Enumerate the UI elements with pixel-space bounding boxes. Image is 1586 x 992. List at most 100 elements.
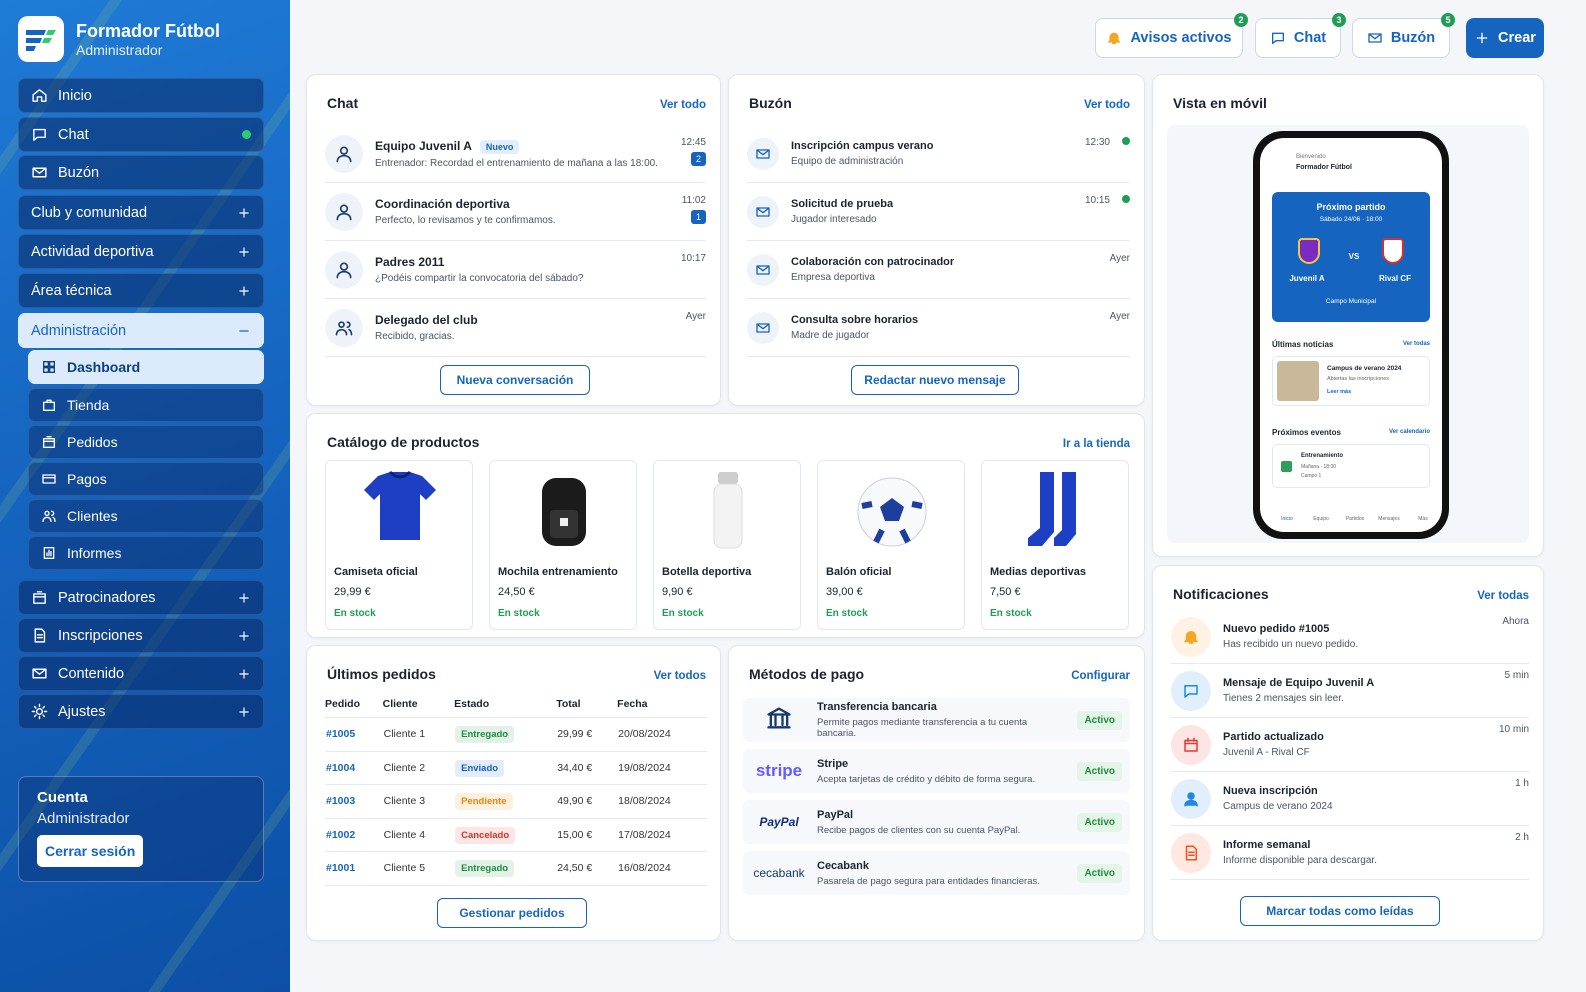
icon <box>756 264 770 275</box>
nav-item[interactable]: Ajustes <box>18 694 264 729</box>
order-row[interactable]: #1004 Cliente 2 Enviado 34,40 €19/08/2024 <box>325 751 707 785</box>
product-card[interactable]: Botella deportiva 9,90 € En stock <box>653 460 801 630</box>
news-link: Ver todas <box>1402 341 1430 347</box>
column-header: Fecha <box>617 698 707 718</box>
card-title: Vista en móvil <box>1173 95 1267 111</box>
inbox-subject: Colaboración con patrocinador <box>791 256 955 268</box>
chat-text: Padres 2011 ¿Podéis compartir la convocat… <box>375 255 669 284</box>
product-card[interactable]: Medias deportivas 7,50 € En stock <box>981 460 1129 630</box>
nav-item[interactable]: Administración <box>18 313 264 348</box>
inbox-item[interactable]: Solicitud de prueba Jugador interesado 10:… <box>747 183 1130 241</box>
chat-time: Ayer <box>685 311 706 322</box>
card-link[interactable]: Ver todas <box>1477 590 1529 602</box>
mark-read-button[interactable]: Marcar todas como leídas <box>1240 896 1440 926</box>
product-image <box>364 470 436 540</box>
chat-item[interactable]: Delegado del club Recibido, gracias. Ayer <box>325 299 706 357</box>
product-stock: En stock <box>334 608 376 619</box>
card-link[interactable]: Ver todo <box>1083 99 1130 111</box>
card-link[interactable]: Configurar <box>1071 670 1130 682</box>
notification[interactable]: Nueva inscripción Campus de verano 2024 1 … <box>1171 772 1529 826</box>
inbox-text: Consulta sobre horarios Madre de jugador <box>791 314 1098 341</box>
compose-button[interactable]: Redactar nuevo mensaje <box>851 365 1019 395</box>
nav-label: Contenido <box>58 665 125 682</box>
payment-method[interactable]: cecabank Cecabank Pasarela de pago segura … <box>743 851 1130 895</box>
icon <box>42 510 56 522</box>
notification[interactable]: Informe semanal Informe disponible para d… <box>1171 826 1529 880</box>
nav-subitem[interactable]: Clientes <box>28 499 264 533</box>
inbox-item[interactable]: Consulta sobre horarios Madre de jugador A… <box>747 299 1130 357</box>
chat-preview: Entrenador: Recordad el entrenamiento de… <box>375 157 658 169</box>
notification[interactable]: Mensaje de Equipo Juvenil A Tienes 2 mens… <box>1171 664 1529 718</box>
icon <box>1271 32 1284 44</box>
nav-item[interactable]: Actividad deportiva <box>18 234 264 269</box>
nav-item[interactable]: Contenido <box>18 656 264 691</box>
nav-item[interactable]: Inicio <box>18 78 264 113</box>
nav-item[interactable]: Club y comunidad <box>18 195 264 230</box>
card-link[interactable]: Ver todo <box>659 99 706 111</box>
payment-name: Cecabank <box>817 859 869 872</box>
nav-subitem[interactable]: Dashboard <box>28 350 264 384</box>
inbox-item[interactable]: Inscripción campus verano Equipo de admin… <box>747 125 1130 183</box>
order-row[interactable]: #1001 Cliente 5 Entregado 24,50 €16/08/2024 <box>325 851 707 886</box>
nav-subitem[interactable]: Informes <box>28 536 264 570</box>
nav-item[interactable]: Patrocinadores <box>18 580 264 615</box>
top-button[interactable]: Avisos activos 2 <box>1095 13 1248 58</box>
top-button[interactable]: Chat 3 <box>1255 13 1346 58</box>
notification-title: Nuevo pedido #1005 <box>1223 623 1330 635</box>
notification[interactable]: Partido actualizado Juvenil A - Rival CF 1… <box>1171 718 1529 772</box>
icon <box>1476 32 1488 44</box>
nav-item[interactable]: Área técnica <box>18 273 264 308</box>
logout-button[interactable]: Cerrar sesión <box>37 835 144 867</box>
new-dot <box>1122 137 1130 145</box>
product-card[interactable]: Camiseta oficial 29,99 € En stock <box>325 460 473 630</box>
table-header: Pedido Cliente Estado Total Fecha <box>325 698 707 718</box>
inbox-item[interactable]: Colaboración con patrocinador Empresa dep… <box>747 241 1130 299</box>
icon <box>767 707 791 728</box>
icon <box>34 628 46 643</box>
order-row[interactable]: #1005 Cliente 1 Entregado 29,99 €20/08/2024 <box>325 717 707 752</box>
chat-item[interactable]: Padres 2011 ¿Podéis compartir la convocat… <box>325 241 706 299</box>
tab-label: Más <box>1418 516 1428 522</box>
order-date: 18/08/2024 <box>617 784 707 819</box>
icon <box>1185 845 1197 860</box>
icon <box>336 146 352 162</box>
payment-method[interactable]: stripe Stripe Acepta tarjetas de crédito y… <box>743 749 1130 793</box>
tab-label: Inicio <box>1281 516 1293 522</box>
card-link[interactable]: Ir a la tienda <box>1062 438 1130 450</box>
top-button[interactable]: Buzón 5 <box>1352 13 1455 58</box>
notification-icon <box>1171 670 1211 711</box>
chat-item[interactable]: Equipo Juvenil A Nuevo Entrenador: Recorda… <box>325 125 706 183</box>
nav-item[interactable]: Chat <box>18 117 264 152</box>
unread-badge: 2 <box>691 152 706 166</box>
chat-item[interactable]: Coordinación deportiva Perfecto, lo revis… <box>325 183 706 241</box>
top-button[interactable]: Crear <box>1466 18 1544 58</box>
icon <box>32 668 47 679</box>
payment-method[interactable]: Transferencia bancaria Permite pagos medi… <box>743 698 1130 742</box>
column-header: Cliente <box>382 698 455 718</box>
order-row[interactable]: #1002 Cliente 4 Cancelado 15,00 €17/08/2024 <box>325 818 707 852</box>
nav-item[interactable]: Buzón <box>18 155 264 190</box>
order-total: 34,40 € <box>556 751 618 785</box>
avatar <box>747 253 779 286</box>
manage-orders-button[interactable]: Gestionar pedidos <box>437 898 587 928</box>
event-place: Campo 1 <box>1301 473 1322 479</box>
nav-subitem[interactable]: Pagos <box>28 462 264 496</box>
nav-subitem[interactable]: Pedidos <box>28 425 264 459</box>
brand: Formador Fútbol Administrador <box>18 16 220 62</box>
product-card[interactable]: Mochila entrenamiento 24,50 € En stock <box>489 460 637 630</box>
card-header: Buzón Ver todo <box>749 95 1130 111</box>
nav-label: Inscripciones <box>58 627 143 644</box>
notification[interactable]: Nuevo pedido #1005 Has recibido un nuevo … <box>1171 610 1529 664</box>
order-id: #1005 <box>325 717 383 752</box>
new-conversation-button[interactable]: Nueva conversación <box>440 365 590 395</box>
payment-logo: stripe <box>755 761 803 780</box>
icon <box>239 592 249 603</box>
icon <box>32 89 47 102</box>
order-row[interactable]: #1003 Cliente 3 Pendiente 49,90 €18/08/2024 <box>325 784 707 819</box>
nav-item[interactable]: Inscripciones <box>18 618 264 653</box>
payment-method[interactable]: PayPal PayPal Recibe pagos de clientes con… <box>743 800 1130 844</box>
card-link[interactable]: Ver todos <box>653 670 706 682</box>
nav-subitem[interactable]: Tienda <box>28 388 264 422</box>
chat-time: 10:17 <box>680 253 706 264</box>
product-card[interactable]: Balón oficial 39,00 € En stock <box>817 460 965 630</box>
